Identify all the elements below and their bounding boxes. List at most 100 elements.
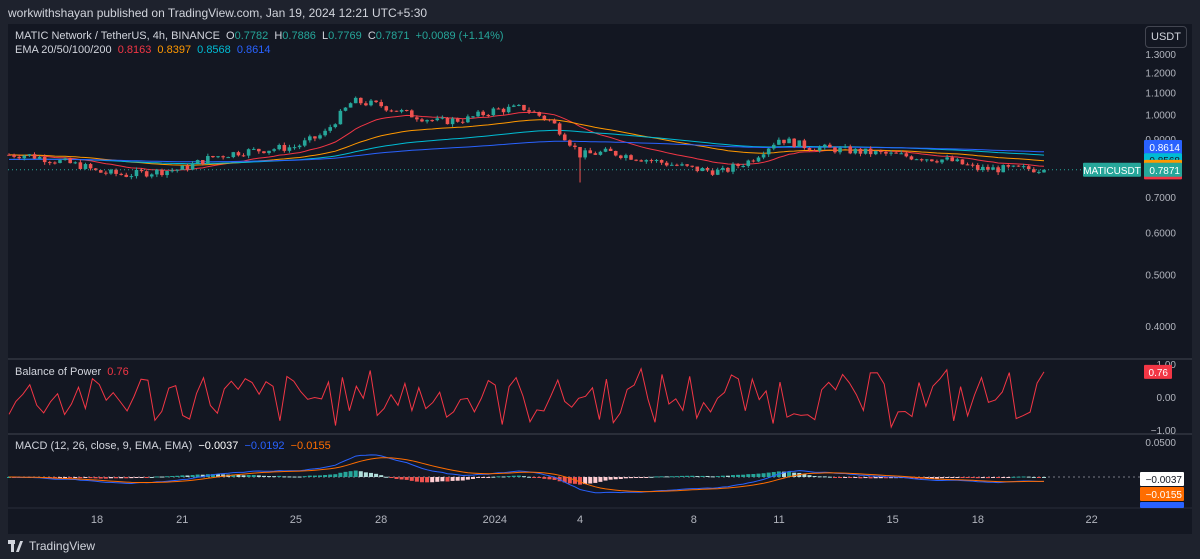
macd-legend[interactable]: MACD (12, 26, close, 9, EMA, EMA) −0.003… xyxy=(15,440,334,452)
price-tick-label: 1.1000 xyxy=(1145,89,1176,100)
candle-body xyxy=(389,110,394,112)
macd-histogram-bar xyxy=(363,472,368,477)
macd-histogram-bar xyxy=(838,477,843,478)
bop-line xyxy=(8,367,1045,429)
macd-histogram-bar xyxy=(929,477,934,479)
macd-histogram-bar xyxy=(481,477,486,478)
candle-body xyxy=(144,171,149,177)
tradingview-logo[interactable]: TradingView xyxy=(8,539,95,553)
macd-histogram-bar xyxy=(52,477,57,479)
candle-body xyxy=(496,108,501,110)
symbol-legend[interactable]: MATIC Network / TetherUS, 4h, BINANCE O0… xyxy=(15,30,507,42)
candle-body xyxy=(639,160,644,162)
macd-histogram-bar xyxy=(399,477,404,480)
macd-histogram-bar xyxy=(690,475,695,477)
macd-histogram-bar xyxy=(251,475,256,477)
candle-body xyxy=(756,157,761,162)
candle-body xyxy=(537,112,542,116)
candle-body xyxy=(751,160,756,162)
ema20-value: 0.8163 xyxy=(117,44,152,56)
candle-body xyxy=(685,164,689,166)
candle-body xyxy=(578,147,582,158)
candle-body xyxy=(369,100,373,106)
macd-histogram-bar xyxy=(180,475,185,477)
macd-histogram-bar xyxy=(470,477,475,479)
macd-histogram-bar xyxy=(57,477,62,478)
candle-body xyxy=(741,165,745,167)
macd-line-tag-bg xyxy=(1140,502,1184,508)
macd-histogram-bar xyxy=(154,476,159,478)
macd-histogram-bar xyxy=(241,475,246,477)
candle-body xyxy=(63,158,67,161)
macd-histogram-bar xyxy=(613,477,618,480)
candle-body xyxy=(216,156,220,158)
candle-body xyxy=(200,160,205,165)
macd-histogram-bar xyxy=(267,476,272,478)
macd-histogram-bar xyxy=(272,476,277,478)
macd-histogram-bar xyxy=(297,476,302,478)
candle-body xyxy=(104,172,108,174)
macd-histogram-bar xyxy=(980,477,985,479)
candle-body xyxy=(568,140,572,146)
macd-histogram-bar xyxy=(139,477,144,478)
bop-legend[interactable]: Balance of Power 0.76 xyxy=(15,366,132,378)
macd-histogram-bar xyxy=(1001,477,1006,478)
macd-signal-tag: −0.0155 xyxy=(1146,490,1183,501)
candle-body xyxy=(843,146,847,148)
macd-histogram-bar xyxy=(124,477,129,479)
macd-histogram-bar xyxy=(827,476,832,478)
macd-histogram-bar xyxy=(598,477,603,482)
macd-histogram-bar xyxy=(1006,477,1011,478)
price-tick-label: 0.4000 xyxy=(1145,322,1176,333)
time-tick-label: 18 xyxy=(91,514,103,526)
close-price-tag-bg xyxy=(1144,162,1182,177)
candle-body xyxy=(517,104,521,106)
macd-histogram-bar xyxy=(746,474,751,477)
chart-area[interactable] xyxy=(8,24,1192,534)
macd-tick-label: 0.0500 xyxy=(1145,438,1176,449)
macd-histogram-bar xyxy=(440,477,445,482)
macd-histogram-bar xyxy=(812,476,817,478)
macd-histogram-bar xyxy=(567,477,572,484)
macd-histogram-bar xyxy=(674,476,679,478)
candle-body xyxy=(22,155,27,159)
candle-body xyxy=(476,111,480,117)
candle-body xyxy=(1001,165,1006,173)
time-tick-label: 18 xyxy=(972,514,984,526)
macd-histogram-bar xyxy=(404,477,409,480)
candle-body xyxy=(975,164,980,171)
tradingview-mark-icon xyxy=(8,540,24,552)
candle-body xyxy=(761,154,766,158)
candle-body xyxy=(1011,165,1016,167)
macd-histogram-bar xyxy=(190,475,195,477)
time-tick-label: 21 xyxy=(176,514,188,526)
candle-body xyxy=(797,140,802,147)
macd-histogram-bar xyxy=(282,476,287,478)
candle-body xyxy=(124,174,129,177)
price-tick-label: 1.2000 xyxy=(1145,68,1176,79)
currency-button[interactable]: USDT xyxy=(1145,26,1187,48)
candle-body xyxy=(649,160,654,162)
macd-histogram-bar xyxy=(1021,476,1026,478)
candle-body xyxy=(766,148,771,155)
macd-histogram-bar xyxy=(934,477,939,479)
candle-body xyxy=(710,170,715,175)
candle-body xyxy=(833,147,837,153)
candle-body xyxy=(282,144,287,151)
macd-histogram-bar xyxy=(348,471,353,477)
candle-body xyxy=(109,169,113,174)
macd-histogram-bar xyxy=(940,477,945,479)
candle-body xyxy=(904,153,909,157)
ema-legend[interactable]: EMA 20/50/100/200 0.8163 0.8397 0.8568 0… xyxy=(15,44,274,56)
candle-body xyxy=(1016,165,1021,167)
macd-histogram-bar xyxy=(996,477,1001,479)
macd-histogram-bar xyxy=(985,477,990,479)
macd-histogram-bar xyxy=(338,472,343,477)
candle-body xyxy=(58,160,62,163)
candle-body xyxy=(486,115,491,117)
macd-histogram-bar xyxy=(889,477,894,479)
candle-body xyxy=(771,144,776,149)
macd-histogram-bar xyxy=(639,477,644,478)
macd-histogram-bar xyxy=(384,476,389,478)
